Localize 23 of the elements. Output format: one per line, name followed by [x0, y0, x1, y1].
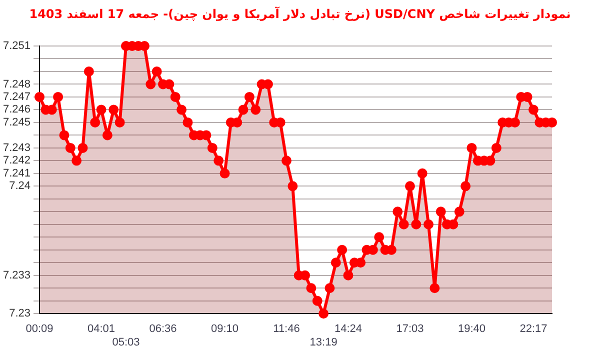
- x-tick-label: 11:46: [273, 323, 300, 336]
- x-tick-label: 22:17: [520, 323, 548, 336]
- x-tick-label: 19:40: [458, 323, 486, 336]
- y-tick-label: 7.248: [2, 78, 31, 90]
- x-tick-label: 09:10: [210, 323, 239, 336]
- chart-title: نمودار تغییرات شاخص USD/CNY (نرخ تبادل دلار آمریکا و یوان چین)- جمعه 17 اسفند 1403: [28, 6, 572, 23]
- y-tick-label: 7.23: [9, 308, 31, 320]
- x-tick-label: 05:03: [112, 336, 140, 348]
- y-tick-label: 7.233: [2, 269, 31, 282]
- y-tick-label: 7.247: [2, 91, 31, 104]
- y-tick-label: 7.242: [2, 154, 31, 167]
- y-tick-label: 7.24: [9, 180, 31, 192]
- x-tick-label: 06:36: [149, 323, 177, 336]
- y-tick-label: 7.245: [2, 116, 31, 128]
- y-tick-label: 7.241: [2, 167, 31, 180]
- x-tick-label: 04:01: [88, 323, 116, 336]
- y-tick-label: 7.243: [2, 142, 31, 154]
- y-tick-label: 7.246: [2, 104, 31, 116]
- x-tick-label: 00:09: [26, 323, 54, 336]
- x-tick-label: 14:24: [334, 323, 362, 336]
- x-tick-label: 17:03: [396, 323, 424, 336]
- y-tick-label: 7.251: [2, 40, 31, 52]
- x-tick-label: 13:19: [310, 336, 338, 348]
